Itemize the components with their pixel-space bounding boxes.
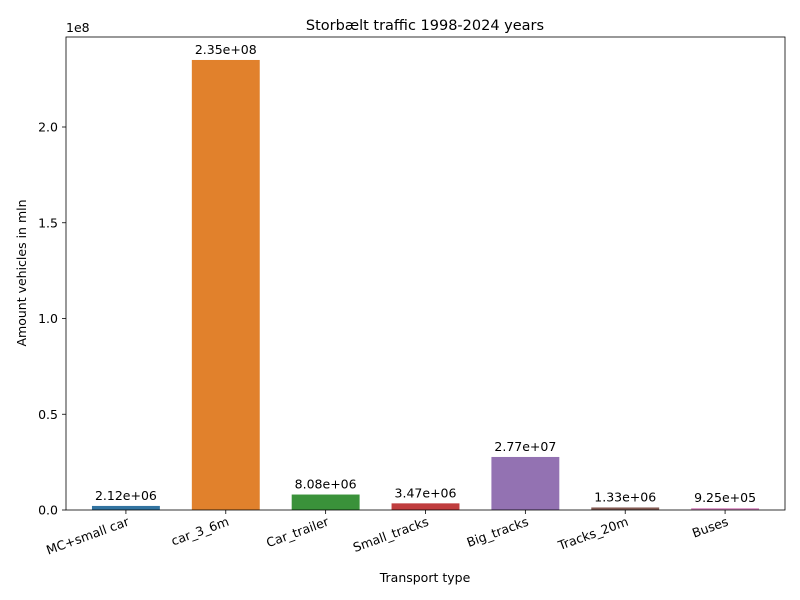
bar-value-label: 2.35e+08 — [195, 42, 257, 57]
y-tick-label: 2.0 — [38, 120, 58, 135]
y-tick-label: 1.0 — [38, 311, 58, 326]
y-tick-label: 0.5 — [38, 407, 58, 422]
y-tick-label: 0.0 — [38, 503, 58, 518]
bar-value-label: 2.12e+06 — [95, 488, 157, 503]
bar-value-label: 8.08e+06 — [295, 477, 357, 492]
bar-value-label: 1.33e+06 — [594, 489, 656, 504]
bar — [391, 503, 460, 510]
chart-title: Storbælt traffic 1998-2024 years — [306, 18, 544, 34]
bar-value-label: 2.77e+07 — [494, 439, 556, 454]
bar — [291, 494, 360, 510]
bar — [591, 507, 660, 510]
y-offset-label: 1e8 — [66, 20, 90, 35]
x-axis-label: Transport type — [379, 570, 471, 585]
bar — [191, 59, 260, 510]
bar — [691, 508, 760, 510]
y-tick-label: 1.5 — [38, 215, 58, 230]
bar-value-label: 9.25e+05 — [694, 490, 756, 505]
bar — [491, 456, 560, 510]
y-axis-label: Amount vehicles in mln — [14, 199, 29, 346]
plot-frame — [65, 36, 786, 511]
bar — [91, 505, 160, 510]
bar-value-label: 3.47e+06 — [395, 485, 457, 500]
